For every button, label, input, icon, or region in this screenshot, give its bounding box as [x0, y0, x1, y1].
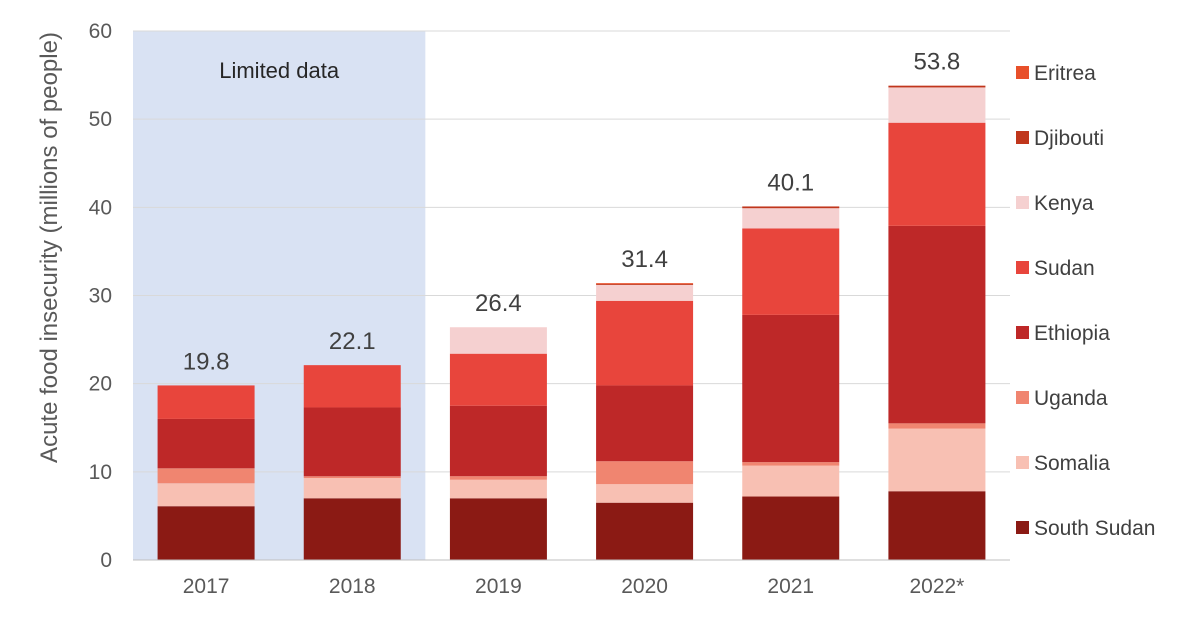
bar-segment [157, 483, 255, 507]
legend-item: South Sudan [1034, 517, 1155, 540]
legend-item: Djibouti [1034, 127, 1104, 150]
y-axis-label: Acute food insecurity (millions of peopl… [36, 32, 63, 463]
legend-swatch [1016, 196, 1029, 209]
legend-swatch [1016, 131, 1029, 144]
bar-segment [888, 85, 986, 88]
bar-segment [596, 502, 694, 560]
y-tick-label: 30 [89, 285, 112, 308]
legend-item: Ethiopia [1034, 322, 1110, 345]
bar-segment [596, 300, 694, 386]
bar-segment [157, 506, 255, 560]
bars [157, 85, 986, 560]
bar-segment [888, 87, 986, 123]
bar-segment [157, 468, 255, 484]
legend-item: Sudan [1034, 257, 1095, 280]
bar-segment [157, 418, 255, 469]
bar-segment [596, 283, 694, 285]
x-tick-label: 2017 [183, 575, 230, 598]
y-tick-label: 50 [89, 108, 112, 131]
bar-segment [303, 365, 401, 408]
legend-item: Eritrea [1034, 62, 1096, 85]
bar-segment [449, 479, 547, 499]
legend-item: Somalia [1034, 452, 1110, 475]
bar-segment [742, 208, 840, 229]
legend-item: Uganda [1034, 387, 1108, 410]
bar-segment [888, 225, 986, 424]
legend-swatch [1016, 391, 1029, 404]
x-tick-label: 2022* [909, 575, 964, 598]
bar-segment [742, 465, 840, 497]
legend: Eritrea Djibouti Kenya Sudan Ethiopia Uganda S… [1016, 62, 1155, 540]
bar-total-label: 22.1 [329, 328, 376, 355]
y-tick-label: 10 [89, 461, 112, 484]
bar-segment [888, 423, 986, 429]
bar-segment [449, 327, 547, 354]
legend-swatch [1016, 66, 1029, 79]
legend-swatch [1016, 326, 1029, 339]
y-tick-label: 40 [89, 196, 112, 219]
bar-segment [888, 491, 986, 560]
bar-total-label: 53.8 [914, 49, 961, 76]
bar-segment [596, 284, 694, 285]
bar-totals: 19.8 22.1 26.4 31.4 40.1 53.8 [183, 49, 961, 376]
bar-total-label: 19.8 [183, 348, 230, 375]
x-tick-label: 2018 [329, 575, 376, 598]
x-axis-ticks: 2017 2018 2019 2020 2021 2022* [183, 575, 965, 598]
bar-total-label: 26.4 [475, 290, 522, 317]
bar-segment [742, 462, 840, 466]
bar-segment [596, 484, 694, 503]
y-axis-ticks: 0 10 20 30 40 50 60 [89, 20, 112, 572]
bar-segment [449, 498, 547, 560]
x-tick-label: 2020 [621, 575, 668, 598]
x-tick-label: 2019 [475, 575, 522, 598]
bar-segment [303, 476, 401, 479]
bar-segment [742, 228, 840, 315]
bar-segment [596, 461, 694, 485]
bar-segment [157, 385, 255, 419]
bar-segment [449, 405, 547, 477]
legend-swatch [1016, 521, 1029, 534]
bar-segment [303, 407, 401, 477]
bar-segment [888, 428, 986, 492]
y-tick-label: 20 [89, 373, 112, 396]
y-tick-label: 60 [89, 20, 112, 43]
bar-segment [742, 206, 840, 209]
bar-total-label: 40.1 [767, 169, 814, 196]
legend-swatch [1016, 261, 1029, 274]
limited-data-label: Limited data [219, 58, 340, 83]
legend-item: Kenya [1034, 192, 1094, 215]
bar-segment [303, 478, 401, 499]
bar-segment [596, 284, 694, 301]
gridlines [133, 30, 1010, 473]
bar-segment [303, 498, 401, 560]
bar-segment [596, 385, 694, 462]
y-tick-label: 0 [100, 549, 112, 572]
x-tick-label: 2021 [767, 575, 814, 598]
legend-swatch [1016, 456, 1029, 469]
bar-segment [449, 353, 547, 406]
bar-segment [742, 496, 840, 560]
bar-segment [742, 314, 840, 463]
bar-segment [449, 476, 547, 480]
bar-segment [888, 122, 986, 226]
bar-total-label: 31.4 [621, 246, 668, 273]
